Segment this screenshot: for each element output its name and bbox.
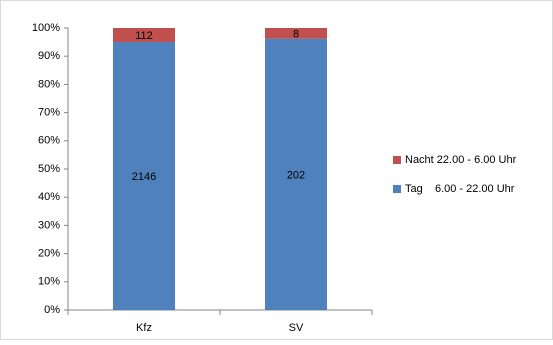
- legend-swatch: [393, 185, 401, 193]
- legend-label: Tag 6.00 - 22.00 Uhr: [405, 183, 515, 195]
- y-tick-label: 10%: [38, 276, 60, 288]
- bar-segment: [265, 38, 327, 310]
- data-label: 8: [293, 28, 299, 40]
- data-label: 2146: [132, 171, 156, 183]
- bar-segment: [113, 41, 175, 310]
- bar-segment: [265, 28, 327, 39]
- y-tick-label: 40%: [38, 191, 60, 203]
- y-tick-label: 70%: [38, 107, 60, 119]
- y-tick-label: 20%: [38, 248, 60, 260]
- data-label: 112: [135, 30, 153, 42]
- y-tick-label: 30%: [38, 219, 60, 231]
- legend-swatch: [393, 156, 401, 164]
- y-tick-label: 90%: [38, 50, 60, 62]
- y-tick-label: 50%: [38, 163, 60, 175]
- y-tick-label: 80%: [38, 78, 60, 90]
- legend-label: Nacht 22.00 - 6.00 Uhr: [405, 154, 517, 166]
- y-tick-label: 0%: [44, 304, 60, 316]
- y-tick-label: 100%: [32, 22, 60, 34]
- bar-segment: [113, 28, 175, 42]
- data-label: 202: [287, 169, 305, 181]
- x-tick-label: Kfz: [136, 322, 152, 334]
- y-tick-label: 60%: [38, 135, 60, 147]
- x-tick-label: SV: [289, 322, 304, 334]
